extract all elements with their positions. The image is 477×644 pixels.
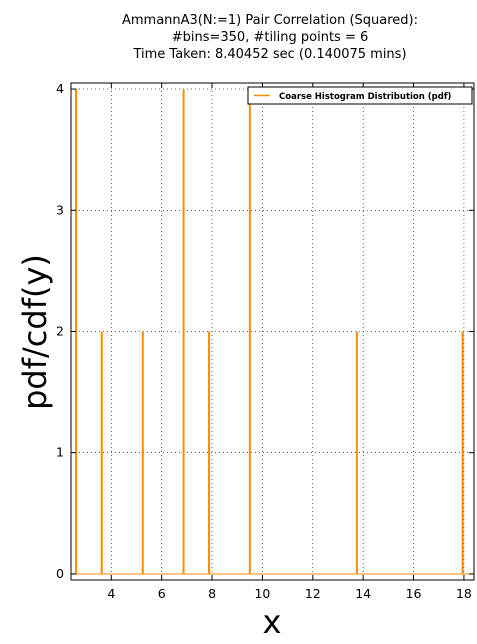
y-axis-label: pdf/cdf(y) [16,254,54,410]
x-tick-label: 8 [208,586,216,601]
y-tick-label: 2 [56,324,64,339]
x-tick-label: 16 [406,586,422,601]
legend-entry-label: Coarse Histogram Distribution (pdf) [279,92,452,102]
title-line-2: #bins=350, #tiling points = 6 [172,30,369,45]
title-line-3: Time Taken: 8.40452 sec (0.140075 mins) [132,47,406,62]
x-tick-label: 6 [158,586,166,601]
chart-title: AmmannA3(N:=1) Pair Correlation (Squared… [122,13,418,62]
grid-lines [71,83,474,580]
histogram-bars [71,89,474,575]
y-tick-label: 3 [56,202,64,217]
x-tick-label: 10 [254,586,270,601]
x-tick-label: 18 [456,586,472,601]
y-tick-label: 4 [56,81,64,96]
x-tick-label: 4 [107,586,115,601]
legend: Coarse Histogram Distribution (pdf) [247,86,473,105]
x-tick-label: 14 [355,586,371,601]
y-tick-label: 1 [56,445,64,460]
y-tick-label: 0 [56,566,64,581]
x-axis-label: x [263,603,282,641]
x-tick-label: 12 [305,586,321,601]
title-line-1: AmmannA3(N:=1) Pair Correlation (Squared… [122,13,418,28]
legend-box [247,86,473,105]
